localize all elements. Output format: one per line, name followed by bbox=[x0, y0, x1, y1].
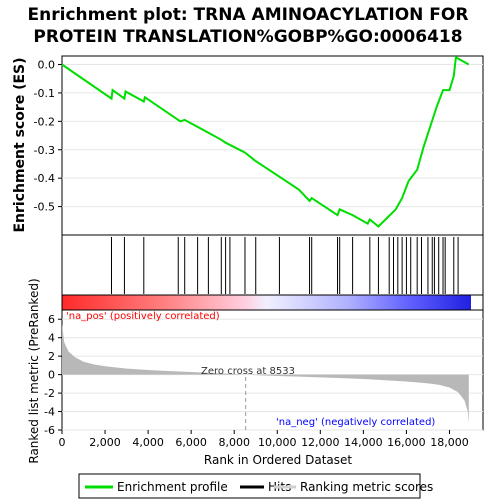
legend-label-enrichment-profile: Enrichment profile bbox=[117, 480, 228, 494]
na-neg-label: 'na_neg' (negatively correlated) bbox=[276, 417, 435, 428]
metric-y-tick-label: -4 bbox=[44, 406, 55, 419]
es-plot-frame bbox=[61, 55, 484, 236]
es-y-tick-label: 0.0 bbox=[38, 59, 56, 72]
chart-title-line-1: Enrichment plot: TRNA AMINOACYLATION FOR bbox=[28, 5, 469, 25]
x-tick-label: 6,000 bbox=[175, 436, 207, 449]
es-y-ticks: 0.0 -0.1 -0.2 -0.3 -0.4 -0.5 bbox=[34, 59, 62, 214]
x-tick-label: 12,000 bbox=[301, 436, 340, 449]
x-tick-label: 10,000 bbox=[258, 436, 297, 449]
metric-x-ticks: 0 2,000 4,000 6,000 8,000 10,000 12,000 14,000 1… bbox=[59, 430, 469, 449]
x-tick-label: 8,000 bbox=[218, 436, 250, 449]
hit-lines bbox=[111, 237, 459, 294]
metric-y-ticks: 6 4 2 0 -2 -4 -6 bbox=[44, 313, 62, 437]
es-panel: 0.0 -0.1 -0.2 -0.3 -0.4 -0.5 Enrichment score… bbox=[12, 55, 484, 236]
x-tick-label: 4,000 bbox=[132, 436, 164, 449]
ranking-metric-area bbox=[62, 323, 469, 424]
es-y-axis-label: Enrichment score (ES) bbox=[12, 57, 28, 232]
es-y-tick-label: -0.3 bbox=[34, 144, 55, 157]
x-tick-label: 2,000 bbox=[89, 436, 121, 449]
es-y-tick-label: -0.2 bbox=[34, 115, 55, 128]
es-y-tick-label: -0.1 bbox=[34, 87, 55, 100]
x-tick-label: 18,000 bbox=[430, 436, 469, 449]
hits-frame bbox=[61, 234, 484, 296]
x-tick-label: 0 bbox=[59, 436, 66, 449]
legend: Enrichment profile Hits Ranking metric s… bbox=[78, 473, 433, 499]
metric-y-tick-label: 6 bbox=[48, 313, 55, 326]
x-tick-label: 16,000 bbox=[387, 436, 426, 449]
enrichment-profile-line bbox=[61, 55, 470, 228]
metric-y-axis-label: Ranked list metric (PreRanked) bbox=[27, 278, 41, 463]
rank-color-bar bbox=[61, 294, 484, 311]
es-y-tick-label: -0.5 bbox=[34, 201, 55, 214]
metric-y-tick-label: -2 bbox=[44, 387, 55, 400]
es-y-tick-label: -0.4 bbox=[34, 172, 55, 185]
x-tick-label: 14,000 bbox=[344, 436, 383, 449]
metric-y-tick-label: 2 bbox=[48, 350, 55, 363]
metric-panel: Zero cross at 8533 'na_pos' (positively … bbox=[27, 278, 484, 467]
metric-y-tick-label: 4 bbox=[48, 332, 55, 345]
zero-cross-label: Zero cross at 8533 bbox=[201, 366, 295, 377]
metric-y-tick-label: 0 bbox=[48, 369, 55, 382]
metric-y-tick-label: -6 bbox=[44, 424, 55, 437]
hits-panel bbox=[61, 234, 484, 296]
es-gridlines bbox=[62, 64, 483, 208]
x-axis-label: Rank in Ordered Dataset bbox=[204, 453, 352, 467]
legend-label-ranking-metric-scores: Ranking metric scores bbox=[300, 480, 433, 494]
na-pos-label: 'na_pos' (positively correlated) bbox=[66, 311, 220, 322]
chart-title-line-2: PROTEIN TRANSLATION%GOBP%GO:0006418 bbox=[33, 27, 462, 47]
